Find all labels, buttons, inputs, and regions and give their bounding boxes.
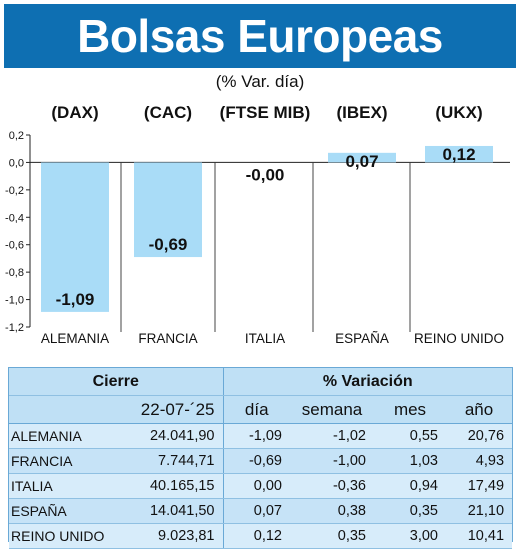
bar-value-label: -1,09 — [56, 290, 95, 309]
index-code-cac: (CAC) — [143, 103, 193, 122]
index-code-dax: (DAX) — [51, 103, 99, 122]
table-row: ALEMANIA 24.041,90 -1,09 -1,02 0,55 20,7… — [9, 423, 513, 449]
bar — [425, 145, 493, 163]
ano-cell: 20,76 — [446, 423, 513, 449]
category-label: REINO UNIDO — [414, 331, 504, 346]
header-mes: mes — [374, 395, 446, 424]
y-tick-label: -0,6 — [5, 240, 24, 252]
y-tick-label: 0,2 — [9, 130, 24, 142]
table-row: FRANCIA 7.744,71 -0,69 -1,00 1,03 4,93 — [9, 448, 513, 474]
index-code-ibex: (IBEX) — [336, 103, 388, 122]
bar-value-label: 0,12 — [442, 145, 475, 164]
mes-cell: 3,00 — [374, 523, 446, 549]
dia-cell: 0,12 — [223, 523, 290, 549]
ano-cell: 17,49 — [446, 473, 513, 499]
bar — [134, 162, 202, 258]
mes-cell: 0,35 — [374, 498, 446, 524]
header-dia: día — [223, 395, 290, 424]
y-tick-label: -0,8 — [5, 267, 24, 279]
country-cell: FRANCIA — [9, 448, 125, 474]
semana-cell: 0,38 — [290, 498, 374, 524]
cierre-cell: 7.744,71 — [125, 448, 224, 474]
cierre-cell: 40.165,15 — [125, 473, 224, 499]
mes-cell: 0,55 — [374, 423, 446, 449]
ano-cell: 10,41 — [446, 523, 513, 549]
y-tick-label: -1,0 — [5, 295, 24, 307]
header-cierre: Cierre — [9, 368, 224, 396]
country-cell: ALEMANIA — [9, 423, 125, 449]
country-cell: REINO UNIDO — [9, 523, 125, 549]
index-code-ftse-mib: (FTSE MIB) — [219, 103, 311, 122]
category-label: ALEMANIA — [41, 331, 109, 346]
semana-cell: -1,02 — [290, 423, 374, 449]
country-cell: ITALIA — [9, 473, 125, 499]
y-tick-label: -0,2 — [5, 185, 24, 197]
semana-cell: -1,00 — [290, 448, 374, 474]
cierre-cell: 24.041,90 — [125, 423, 224, 449]
table-row: ESPAÑA 14.041,50 0,07 0,38 0,35 21,10 — [9, 498, 513, 524]
mes-cell: 0,94 — [374, 473, 446, 499]
header-blank — [9, 395, 125, 424]
cierre-cell: 14.041,50 — [125, 498, 224, 524]
semana-cell: -0,36 — [290, 473, 374, 499]
bar-value-label: 0,07 — [345, 152, 378, 171]
index-code-ukx: (UKX) — [435, 103, 483, 122]
dia-cell: -1,09 — [223, 423, 290, 449]
category-label: ESPAÑA — [335, 331, 389, 346]
ano-cell: 4,93 — [446, 448, 513, 474]
header-semana: semana — [290, 395, 374, 424]
header-variacion: % Variación — [223, 368, 513, 396]
bar-value-label: -0,69 — [149, 235, 188, 254]
category-label: ITALIA — [245, 331, 285, 346]
dia-cell: 0,07 — [223, 498, 290, 524]
table-row: ITALIA 40.165,15 0,00 -0,36 0,94 17,49 — [9, 473, 513, 499]
title-banner: Bolsas Europeas — [4, 4, 516, 68]
bar-value-label: -0,00 — [246, 165, 285, 184]
bar — [328, 152, 396, 163]
cierre-cell: 9.023,81 — [125, 523, 224, 549]
dia-cell: -0,69 — [223, 448, 290, 474]
semana-cell: 0,35 — [290, 523, 374, 549]
ano-cell: 21,10 — [446, 498, 513, 524]
header-ano: año — [446, 395, 513, 424]
table-row: REINO UNIDO 9.023,81 0,12 0,35 3,00 10,4… — [9, 523, 513, 549]
chart-title: Bolsas Europeas — [77, 10, 443, 62]
mes-cell: 1,03 — [374, 448, 446, 474]
chart-subtitle: (% Var. día) — [215, 72, 305, 91]
dia-cell: 0,00 — [223, 473, 290, 499]
y-tick-label: -0,4 — [5, 212, 24, 224]
header-date: 22-07-´25 — [125, 395, 224, 424]
quotes-table: Cierre % Variación 22-07-´25 día semana … — [8, 367, 513, 549]
y-tick-label: -1,2 — [5, 322, 24, 334]
country-cell: ESPAÑA — [9, 498, 125, 524]
bar-chart: 0,2 0,0 -0,2 -0,4 -0,6 -0,8 -1,0 -1,2 -1,09 ALEMA… — [5, 130, 510, 346]
category-label: FRANCIA — [138, 331, 197, 346]
bar — [41, 162, 109, 312]
y-tick-label: 0,0 — [9, 157, 24, 169]
